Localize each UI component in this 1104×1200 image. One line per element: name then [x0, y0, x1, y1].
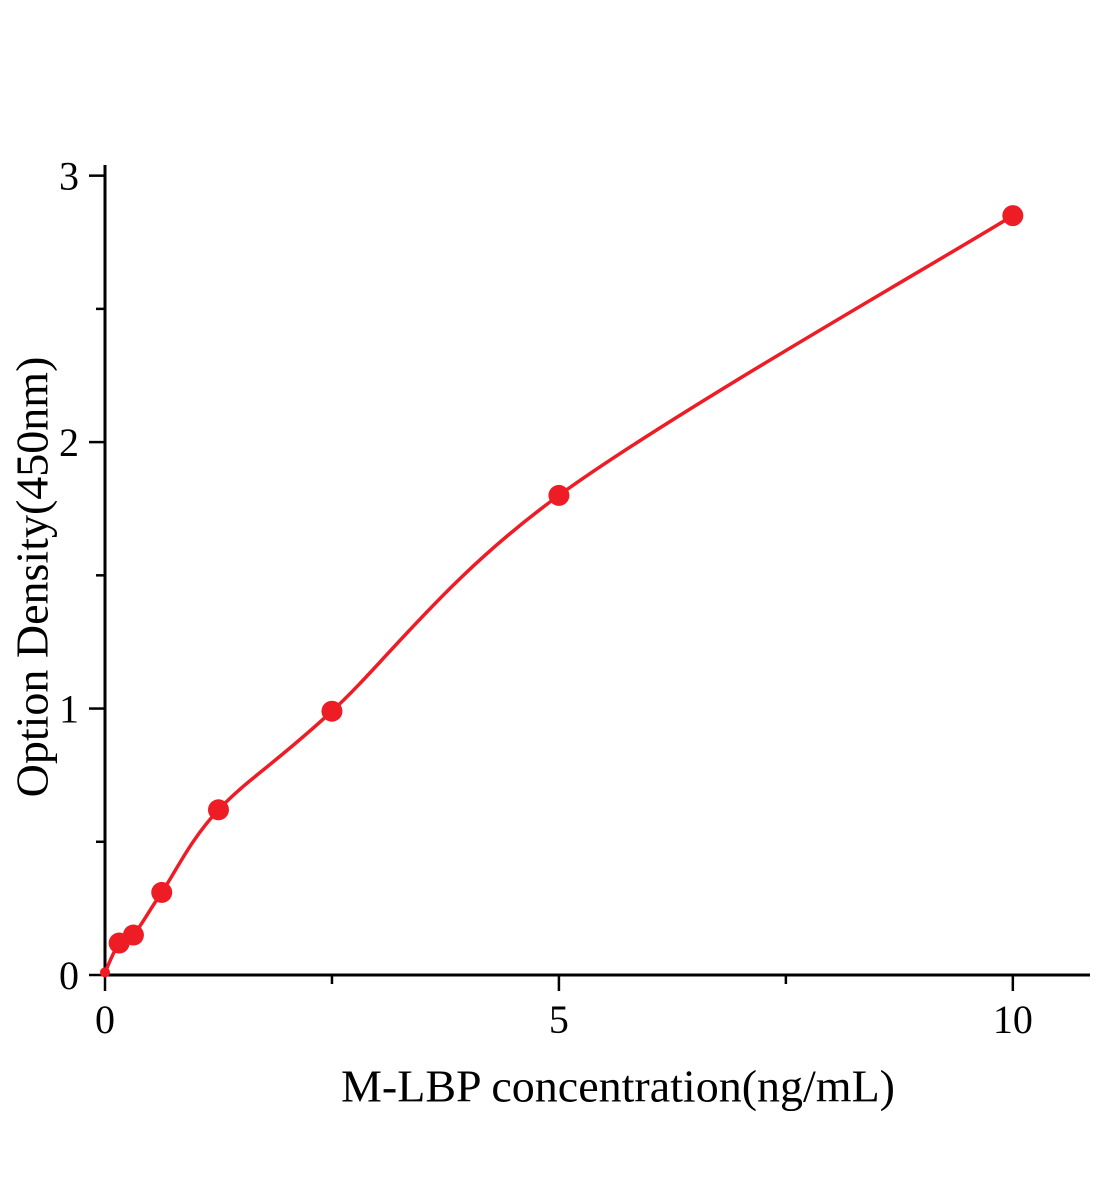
y-tick-label: 3: [59, 154, 79, 199]
x-tick-label: 0: [95, 997, 115, 1042]
y-tick-label: 2: [59, 420, 79, 465]
y-tick-label: 0: [59, 953, 79, 998]
data-point: [207, 799, 229, 821]
data-point: [1002, 205, 1024, 227]
data-point: [100, 967, 110, 978]
fit-curve: [103, 213, 1015, 975]
data-point: [151, 881, 173, 903]
data-point: [122, 924, 144, 946]
x-tick-label: 5: [549, 997, 569, 1042]
data-point: [321, 700, 343, 722]
x-tick-label: 10: [993, 997, 1033, 1042]
data-point: [548, 484, 570, 506]
y-tick-label: 1: [59, 687, 79, 732]
y-axis-title: Option Density(450nm): [6, 356, 58, 798]
x-axis-title: M-LBP concentration(ng/mL): [341, 1060, 895, 1112]
